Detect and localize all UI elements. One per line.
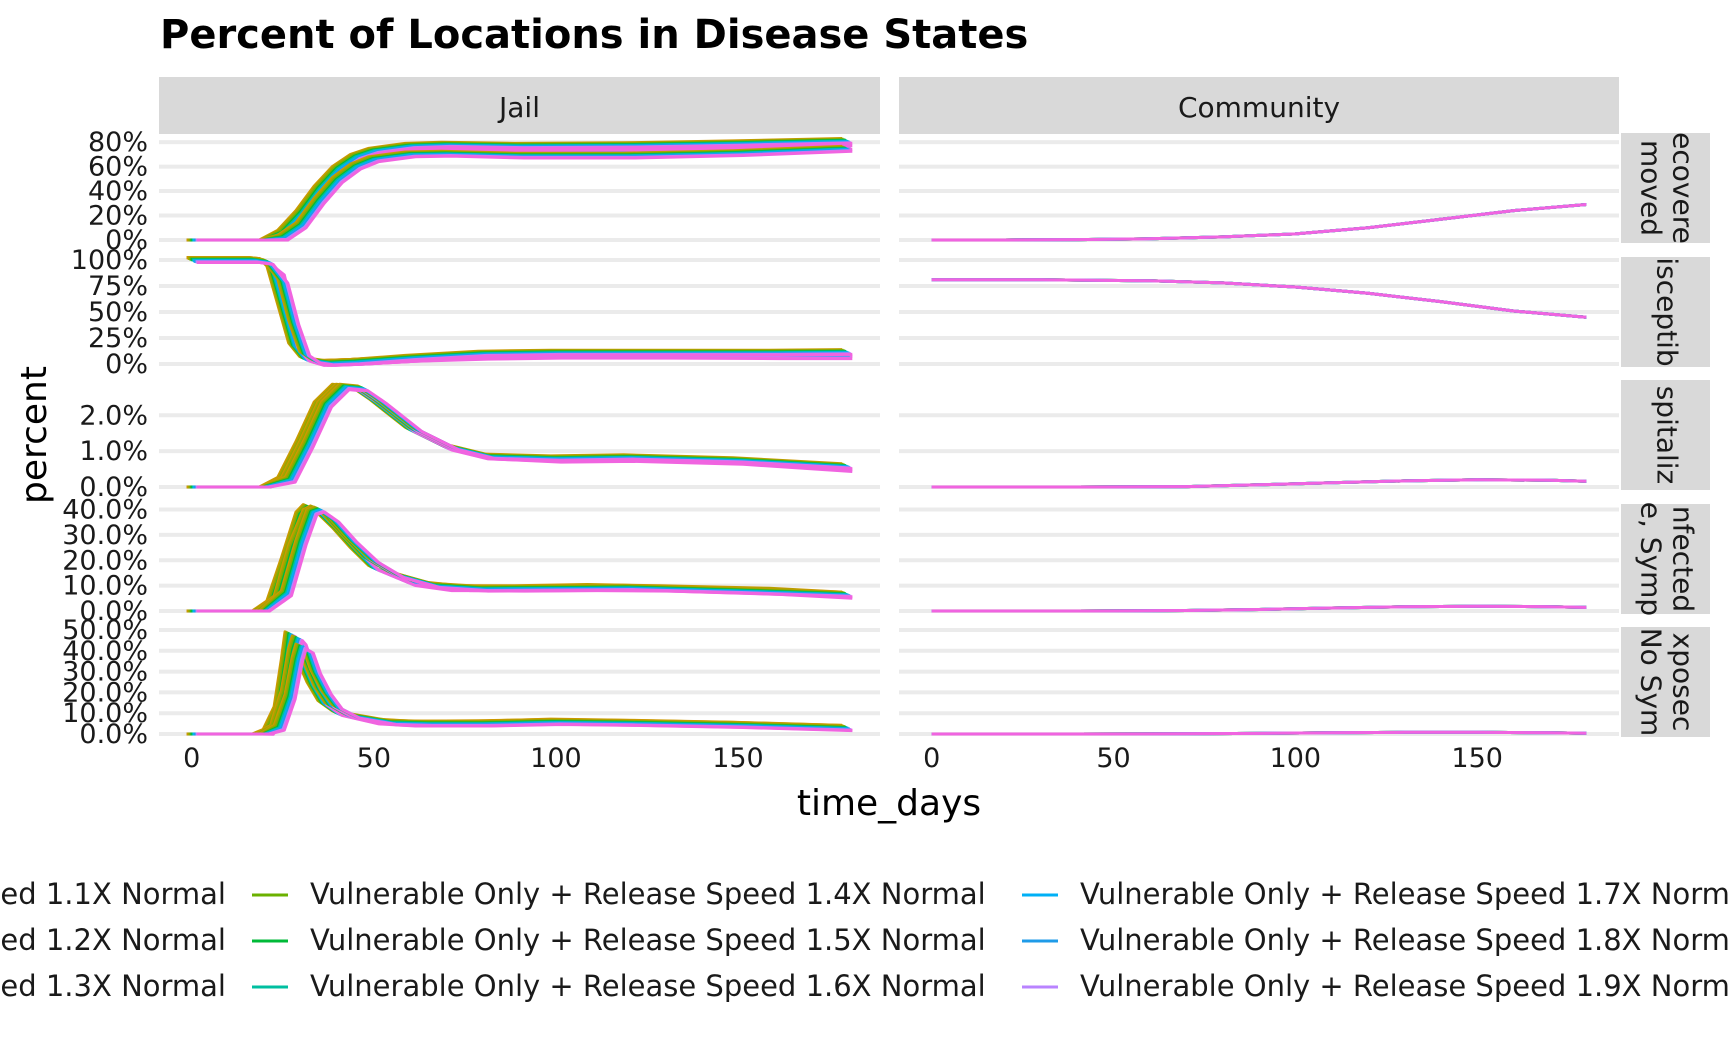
- legend-label: Vulnerable Only + Release Speed 1.9X Nor…: [1080, 969, 1728, 1003]
- y-tick-label: 40.0%: [62, 636, 148, 667]
- legend-label: Vulnerable Only + Release Speed 1.5X Nor…: [310, 923, 986, 957]
- y-tick-label: 1.0%: [79, 436, 148, 467]
- y-tick-label: 75%: [88, 271, 148, 302]
- y-tick-label: 0.0%: [79, 596, 148, 627]
- series-line: [196, 260, 853, 367]
- series-line: [931, 203, 1587, 242]
- y-tick-label: 20.0%: [62, 677, 148, 708]
- series-line: [187, 256, 844, 363]
- row-strip: [1621, 133, 1710, 243]
- legend: ed 1.1X Normal ed 1.2X Normal ed 1.3X Norm…: [0, 877, 1728, 1003]
- y-tick-label: 100%: [71, 245, 148, 276]
- y-tick-label: 10.0%: [62, 571, 148, 602]
- y-tick-label: 50.0%: [62, 615, 148, 646]
- legend-label: Vulnerable Only + Release Speed 1.7X Nor…: [1080, 877, 1728, 911]
- y-tick-label: 0%: [105, 349, 148, 380]
- legend-label: Vulnerable Only + Release Speed 1.8X Nor…: [1080, 923, 1728, 957]
- column-strip: [159, 77, 880, 134]
- legend-label: Vulnerable Only + Release Speed 1.4X Nor…: [310, 877, 986, 911]
- series-line: [196, 149, 853, 242]
- x-tick-label: 100: [530, 743, 582, 774]
- x-tick-label: 150: [1451, 743, 1503, 774]
- y-tick-label: 0.0%: [79, 472, 148, 503]
- row-strip: [1621, 504, 1710, 614]
- y-tick-label: 40.0%: [62, 495, 148, 526]
- row-strip-label: No Sym: [1635, 628, 1668, 737]
- column-strip: [899, 77, 1619, 134]
- legend-label: ed 1.1X Normal: [0, 877, 226, 911]
- y-tick-label: 25%: [88, 323, 148, 354]
- row-strip: [1621, 380, 1710, 490]
- y-tick-label: 0%: [105, 225, 148, 256]
- y-tick-label: 50%: [88, 297, 148, 328]
- row-strip-label: isceptib: [1651, 257, 1684, 366]
- x-tick-label: 0: [183, 743, 200, 774]
- x-tick-label: 0: [923, 743, 940, 774]
- chart-title: Percent of Locations in Disease States: [160, 12, 1028, 58]
- row-strip: [1621, 257, 1710, 367]
- row-strip: [1621, 627, 1710, 737]
- legend-label: Vulnerable Only + Release Speed 1.6X Nor…: [310, 969, 986, 1003]
- y-tick-label: 10.0%: [62, 698, 148, 729]
- row-strip-label: e, Symp: [1635, 502, 1668, 616]
- series-line: [196, 387, 853, 489]
- x-tick-label: 100: [1270, 743, 1322, 774]
- series-line: [186, 256, 843, 363]
- y-tick-label: 2.0%: [79, 400, 148, 431]
- legend-label: ed 1.2X Normal: [0, 923, 226, 957]
- legend-label: ed 1.3X Normal: [0, 969, 226, 1003]
- row-strip-label: ecovere: [1667, 132, 1700, 244]
- series-line: [931, 278, 1587, 319]
- series-line: [931, 604, 1587, 613]
- y-axis-label: percent: [14, 366, 55, 504]
- x-tick-label: 150: [712, 743, 764, 774]
- row-strip-label: moved: [1635, 140, 1668, 236]
- y-tick-label: 20%: [88, 201, 148, 232]
- series-line: [931, 478, 1587, 489]
- y-tick-label: 20.0%: [62, 545, 148, 576]
- y-tick-label: 80%: [88, 127, 148, 158]
- series-line: [196, 647, 853, 736]
- y-tick-label: 30.0%: [62, 520, 148, 551]
- y-tick-label: 0.0%: [79, 719, 148, 750]
- x-tick-label: 50: [1096, 743, 1130, 774]
- row-strip-label: nfected: [1667, 506, 1700, 612]
- y-tick-label: 40%: [88, 176, 148, 207]
- column-strip-label: Jail: [497, 91, 540, 124]
- x-axis-label: time_days: [797, 783, 981, 824]
- series-line: [196, 510, 853, 613]
- row-strip-label: spitaliz: [1651, 386, 1684, 485]
- x-tick-label: 50: [357, 743, 391, 774]
- series-line: [931, 730, 1587, 736]
- y-tick-label: 30.0%: [62, 657, 148, 688]
- column-strip-label: Community: [1178, 91, 1340, 124]
- y-tick-label: 60%: [88, 152, 148, 183]
- row-strip-label: xposec: [1667, 633, 1700, 732]
